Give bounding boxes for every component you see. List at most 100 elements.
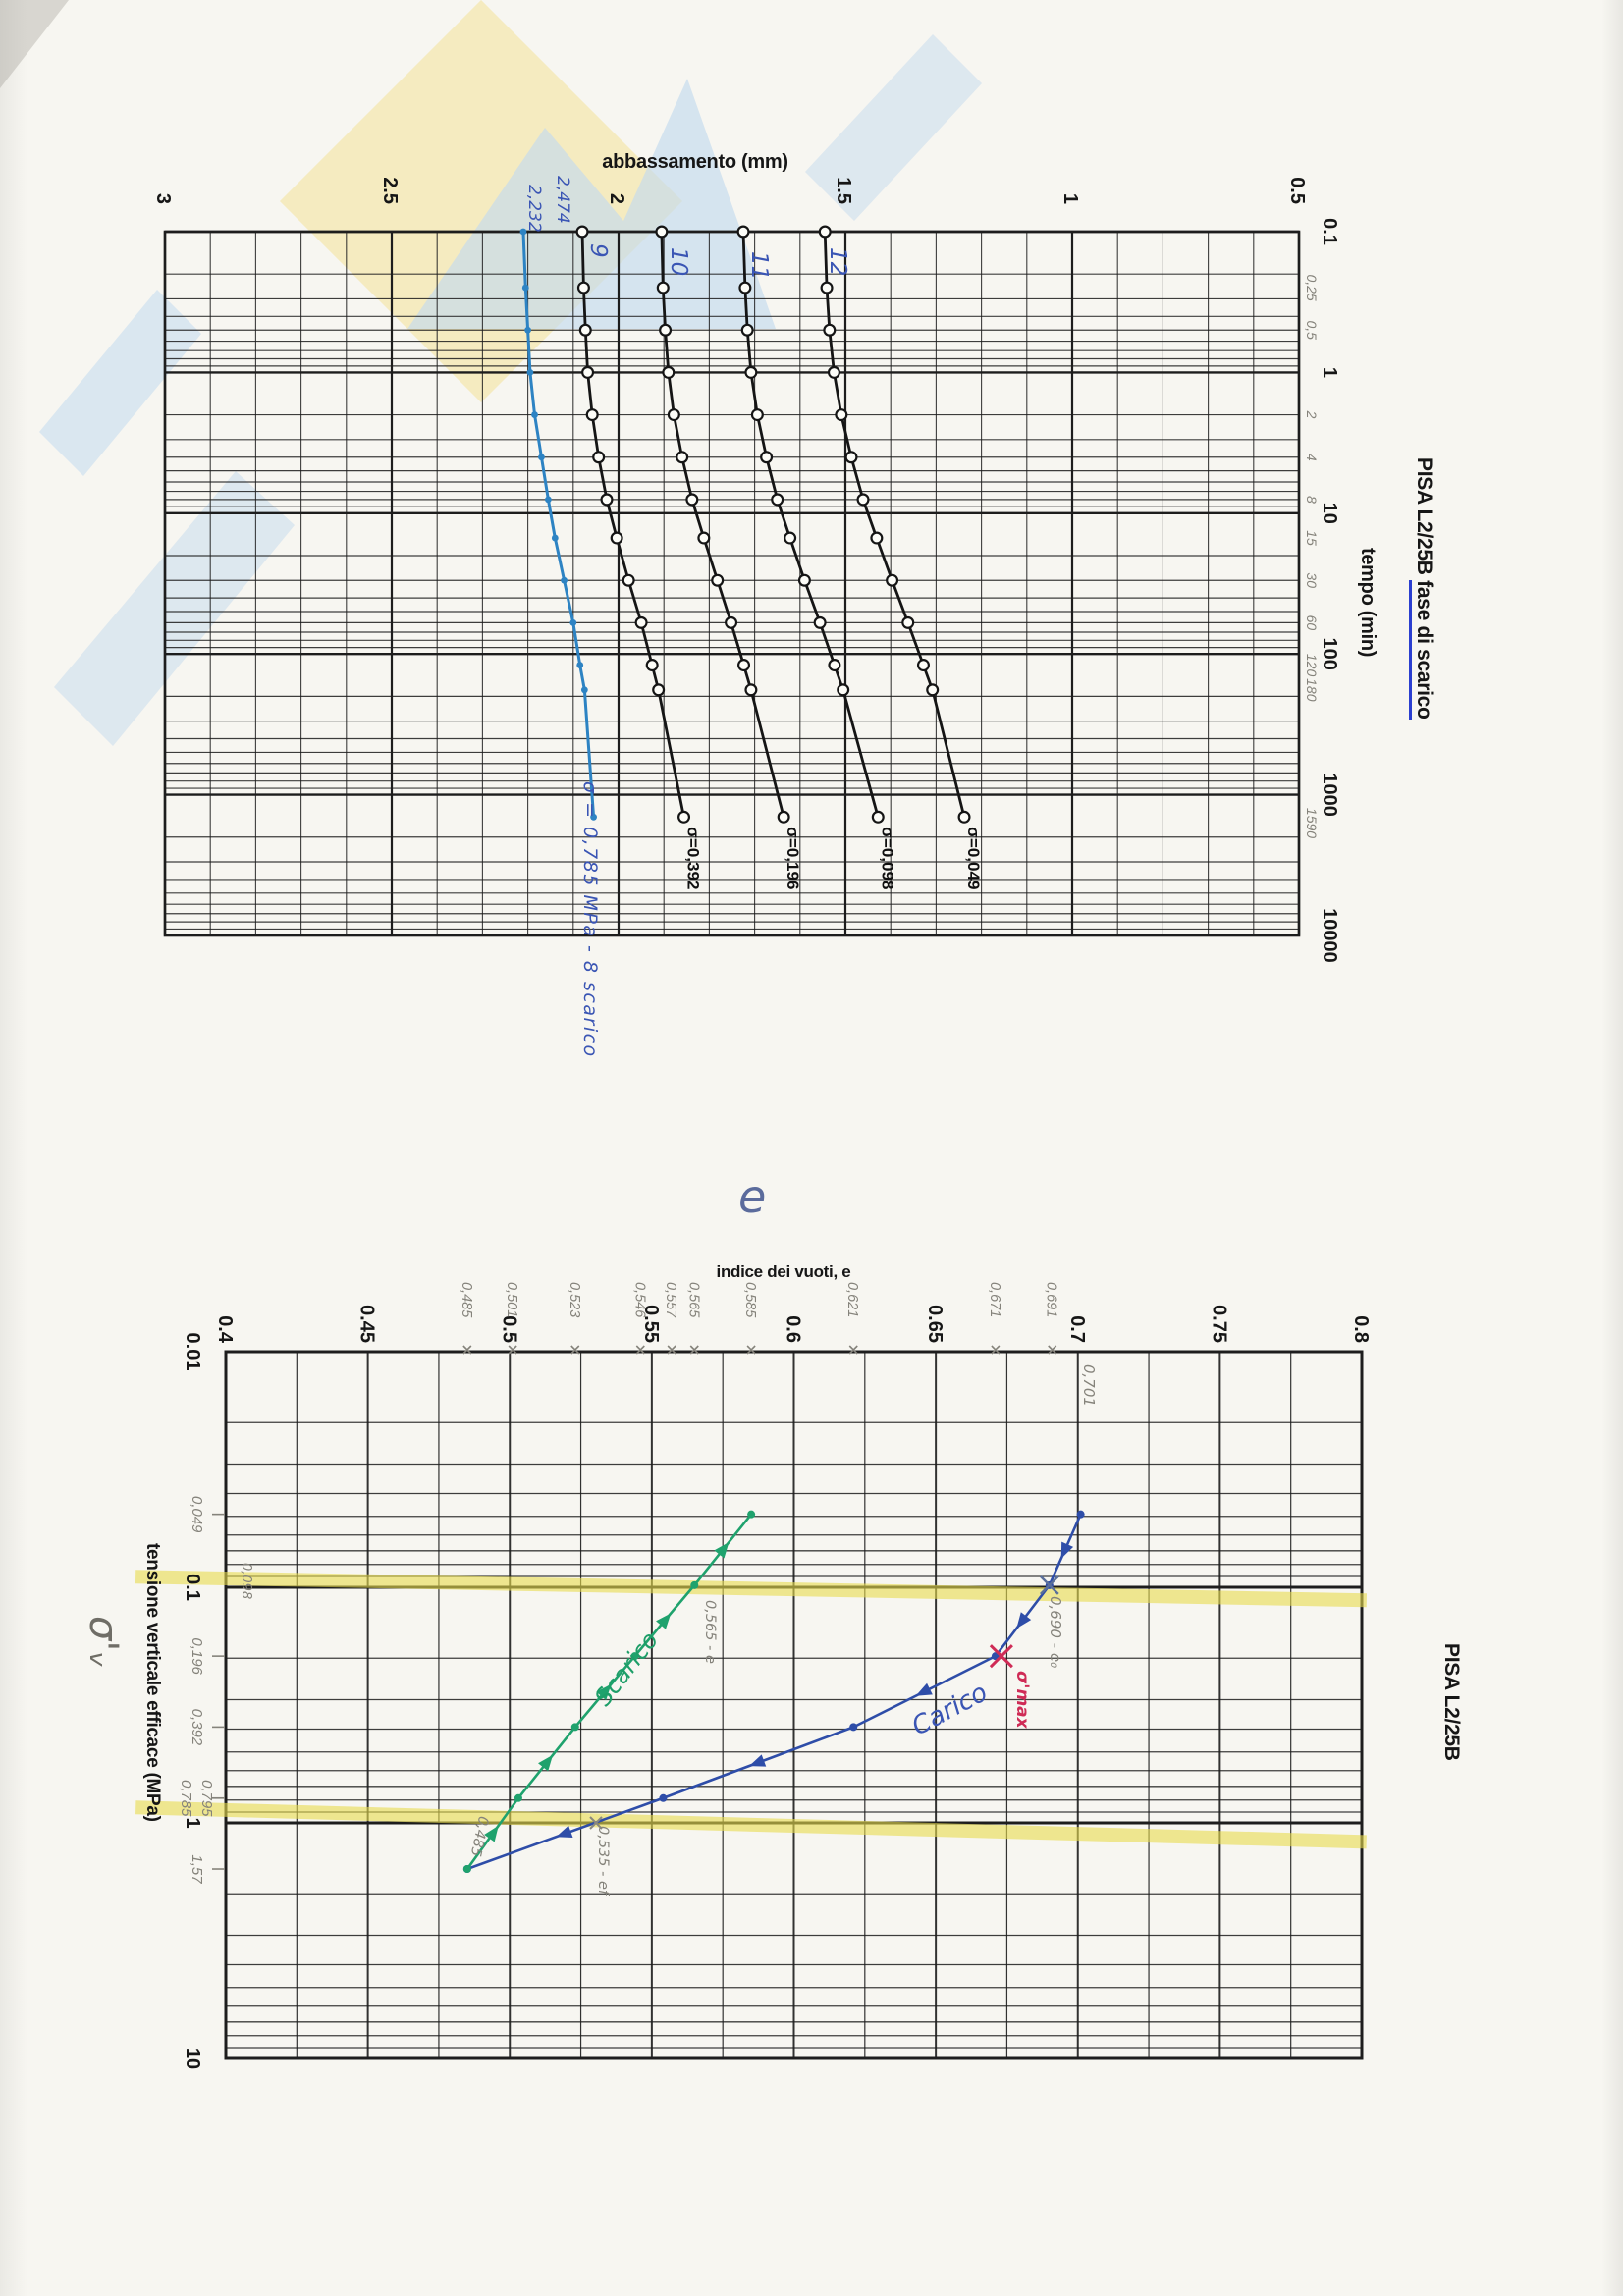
hand-e-symbol: e xyxy=(738,1170,767,1223)
chart1-marker xyxy=(592,451,606,464)
chart1-marker xyxy=(823,323,837,337)
chart2-hand-s-tick: 0,196 xyxy=(189,1637,205,1675)
chart1-marker xyxy=(538,454,545,461)
chart1-marker xyxy=(777,810,790,824)
direction-arrow xyxy=(484,1825,499,1842)
chart2-point-carico xyxy=(849,1723,858,1732)
chart1-marker xyxy=(576,662,584,668)
chart1-curve-10 xyxy=(660,231,785,818)
chart1-curve-11 xyxy=(741,231,880,818)
chart2-hand-s-tick: 1,57 xyxy=(189,1854,205,1884)
chart1-marker xyxy=(634,615,648,629)
chart2-hand-e-tick: 0,546 xyxy=(631,1282,647,1318)
chart2-point-carico xyxy=(659,1793,668,1802)
chart1-xtick-label: 1000 xyxy=(1319,773,1340,817)
chart2-point-scarico xyxy=(747,1510,756,1519)
chart2-stick-label: 10 xyxy=(182,2048,203,2069)
sigma-max-x-mark xyxy=(989,1644,1013,1669)
chart1-marker xyxy=(655,225,669,239)
chart2-hand-s-tick: 0,795 xyxy=(198,1780,215,1817)
chart1-hand-time-tick: 120 xyxy=(1304,654,1320,677)
chart1-marker xyxy=(797,573,811,587)
chart1-ytick-label: 2.5 xyxy=(379,177,401,204)
chart1-marker xyxy=(916,659,930,672)
chart1-marker xyxy=(926,683,940,697)
chart1-marker xyxy=(750,408,764,422)
chart1-marker xyxy=(784,531,797,545)
chart2-hand-e-tick: 0,523 xyxy=(567,1282,582,1317)
chart1-marker xyxy=(737,659,751,672)
hand-sigma-v-symbol: σ'ᵥ xyxy=(81,1616,126,1669)
chart1-marker xyxy=(652,683,666,697)
chart1-marker xyxy=(656,281,670,294)
direction-arrow xyxy=(714,1541,730,1559)
chart1-hand-time-tick: 180 xyxy=(1304,678,1320,702)
chart1-hand-time-tick: 1590 xyxy=(1304,808,1320,838)
chart1-marker xyxy=(856,493,870,507)
chart2-point-scarico xyxy=(462,1865,471,1874)
hand-tick-mark xyxy=(1048,1345,1057,1355)
direction-arrow xyxy=(915,1682,933,1696)
chart1-marker xyxy=(760,451,774,464)
chart2-stick-label: 1 xyxy=(182,1817,203,1828)
chart1-marker xyxy=(531,411,538,418)
hand-curve-number-11: 11 xyxy=(746,251,772,281)
chart2-hand-e-tick: 0,485 xyxy=(459,1282,474,1318)
hand-annotation-e0: 0,690 - e₀ xyxy=(1047,1596,1064,1669)
chart1-xtick-label: 10000 xyxy=(1319,908,1340,963)
chart2-etick-label: 0.5 xyxy=(498,1315,519,1343)
chart1-marker xyxy=(711,573,725,587)
highlighter-band xyxy=(135,1800,1367,1849)
chart2-hand-s-tick: 0,049 xyxy=(189,1496,205,1533)
chart2-hand-e-tick: 0,557 xyxy=(663,1282,678,1318)
chart1-sigma-label: σ=0,098 xyxy=(878,827,896,889)
chart1-hand-time-tick: 60 xyxy=(1304,615,1320,631)
chart1-marker xyxy=(744,365,758,379)
chart1-marker xyxy=(590,813,597,821)
chart1-marker xyxy=(725,615,738,629)
e0-x-mark xyxy=(1039,1575,1059,1595)
chart1-hand-time-tick: 2 xyxy=(1304,410,1320,419)
chart2-hand-e-tick: 0,621 xyxy=(844,1282,860,1317)
chart2-hand-e-tick: 0,565 xyxy=(685,1282,701,1318)
chart2-hand-e-tick: 0,501 xyxy=(504,1282,519,1317)
hand-annotation-0565: 0,565 - e xyxy=(702,1600,718,1664)
chart1-ytick-label: 0.5 xyxy=(1286,177,1308,204)
chart1-marker xyxy=(521,284,529,292)
direction-arrow xyxy=(1060,1541,1074,1559)
hand-tick-mark xyxy=(508,1345,517,1355)
chart1-marker xyxy=(844,451,858,464)
chart1-hand-time-tick: 8 xyxy=(1304,496,1320,504)
hand-curve-number-10: 10 xyxy=(666,247,691,277)
chart2-stick-label: 0.1 xyxy=(182,1574,203,1601)
chart1-marker xyxy=(886,573,899,587)
chart1-x-axis-title: tempo (min) xyxy=(1357,548,1379,658)
chart1-marker xyxy=(738,281,752,294)
chart2-hand-e-tick: 0,671 xyxy=(987,1282,1002,1317)
chart1-marker xyxy=(578,323,592,337)
hand-curve-number-12: 12 xyxy=(825,247,850,277)
chart1-marker xyxy=(580,686,588,694)
hand-tick-mark xyxy=(635,1345,645,1355)
hand-annotation-0098: 0,098 xyxy=(239,1563,253,1600)
chart1-marker xyxy=(659,323,673,337)
direction-arrow xyxy=(1016,1612,1032,1629)
chart1-marker xyxy=(835,408,848,422)
direction-arrow xyxy=(656,1613,672,1629)
direction-arrow xyxy=(556,1825,573,1838)
chart1-ytick-label: 3 xyxy=(152,193,174,204)
chart1-marker xyxy=(901,615,915,629)
chart1-marker xyxy=(744,683,758,697)
hand-unload-note: σ = 0,785 MPa - 8 scarico xyxy=(579,781,601,1058)
hand-start-reading-1: 2,474 xyxy=(553,176,572,224)
chart1-curve-9 xyxy=(580,231,685,818)
chart1-marker xyxy=(820,281,834,294)
hand-tick-mark xyxy=(848,1345,858,1355)
chart1-marker xyxy=(685,493,699,507)
chart1-marker xyxy=(870,531,884,545)
chart2-point-carico xyxy=(1076,1510,1085,1519)
hand-start-reading-2: 2,232 xyxy=(524,185,544,233)
direction-arrow xyxy=(748,1754,767,1767)
chart2-etick-label: 0.55 xyxy=(640,1305,662,1343)
